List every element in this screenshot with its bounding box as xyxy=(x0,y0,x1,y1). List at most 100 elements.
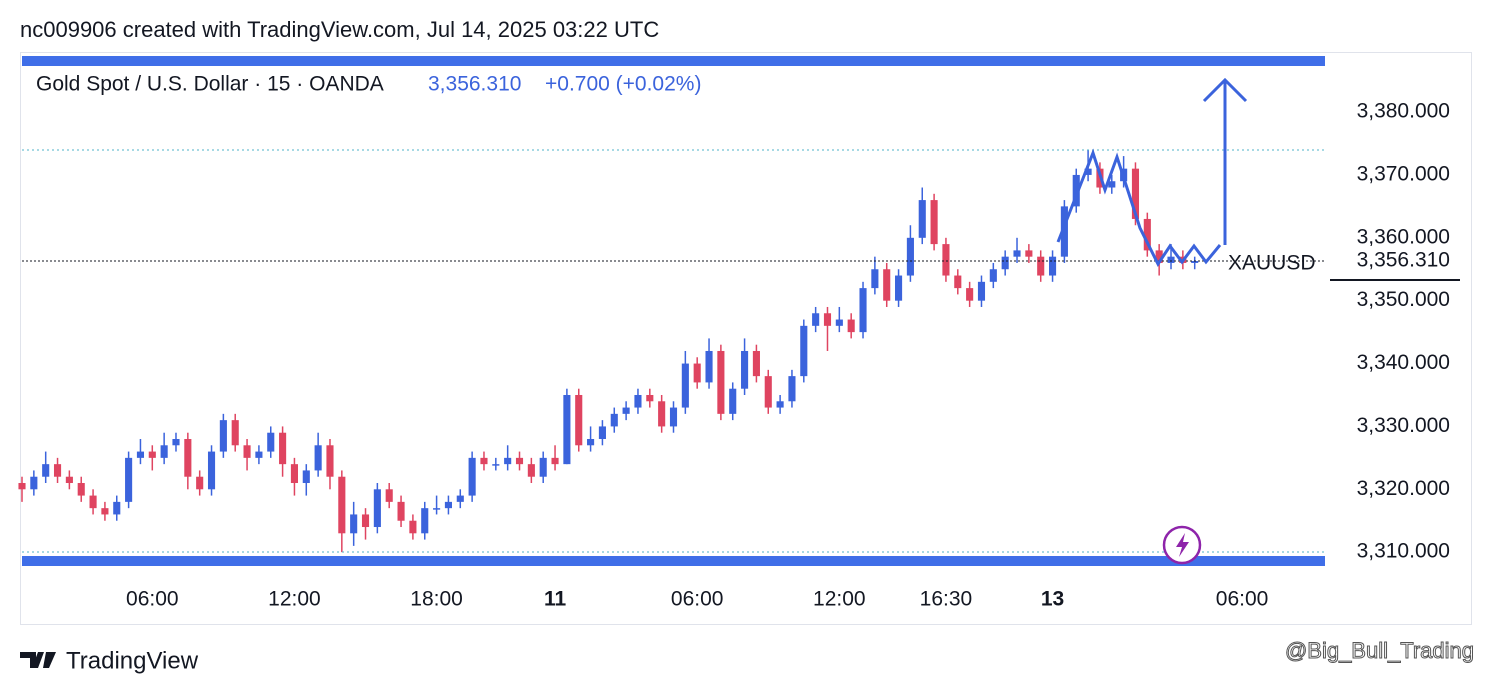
candle-body xyxy=(717,350,725,414)
candle-body xyxy=(196,476,204,490)
watermark: @Big_Bull_Trading xyxy=(1285,638,1474,663)
candle-body xyxy=(160,445,168,458)
candle-body xyxy=(1049,256,1057,276)
bottom-band xyxy=(22,556,1325,566)
y-tick-label: 3,350.000 xyxy=(1357,288,1450,311)
candle-body xyxy=(989,269,997,282)
candle-body xyxy=(53,464,62,477)
candle-body xyxy=(421,508,429,534)
header: nc009906 created with TradingView.com, J… xyxy=(20,17,659,42)
legend-bg xyxy=(22,70,742,100)
arrow-head xyxy=(1202,77,1248,103)
candle-body xyxy=(681,363,689,408)
candle-body xyxy=(1108,181,1116,188)
candle-body xyxy=(30,476,38,490)
y-tick-label: 3,370.000 xyxy=(1357,162,1450,185)
candle-body xyxy=(930,200,938,245)
candle-body xyxy=(290,464,298,484)
candle-body xyxy=(113,501,121,515)
candle-body xyxy=(243,445,251,458)
candle-body xyxy=(954,275,962,289)
candle-body xyxy=(918,200,926,238)
x-tick-label: 06:00 xyxy=(671,588,724,611)
candle-body xyxy=(883,269,891,301)
candle-body xyxy=(125,457,133,502)
candle-body xyxy=(385,489,393,502)
candle-body xyxy=(65,476,73,484)
candle-body xyxy=(622,407,630,414)
candle-body xyxy=(575,394,583,446)
candle-body xyxy=(1191,261,1199,263)
projection-path xyxy=(1056,148,1222,267)
x-tick-label: 12:00 xyxy=(813,588,866,611)
candle-body xyxy=(1060,206,1068,257)
brand: TradingView xyxy=(66,647,199,674)
candle-body xyxy=(279,432,287,465)
candle-body xyxy=(741,350,749,389)
candle-body xyxy=(859,288,867,333)
candle-body xyxy=(504,457,512,465)
candle-body xyxy=(847,319,855,333)
candle-body xyxy=(1013,250,1021,257)
candle-body xyxy=(977,281,986,301)
brand-logo xyxy=(20,652,56,668)
candle-body xyxy=(942,244,950,276)
y-tick-label: 3,320.000 xyxy=(1357,477,1450,500)
candle-body xyxy=(1167,256,1175,263)
x-tick-label: 16:30 xyxy=(920,588,973,611)
candle-body xyxy=(1025,250,1033,257)
candle-body xyxy=(231,420,239,446)
candle-body xyxy=(693,363,701,383)
candle-body xyxy=(480,457,488,465)
candle-body xyxy=(1155,250,1163,263)
candle-body xyxy=(444,501,452,509)
candle-body xyxy=(587,439,595,446)
candle-body xyxy=(764,376,772,408)
candle-body xyxy=(669,407,678,427)
x-tick-label: 06:00 xyxy=(126,588,179,611)
candle-body xyxy=(776,401,784,408)
candle-body xyxy=(515,457,524,465)
candle-body xyxy=(823,313,832,326)
candle-body xyxy=(1037,256,1045,276)
candle-body xyxy=(89,495,97,509)
candle-body xyxy=(1131,168,1140,219)
candle-body xyxy=(433,508,441,510)
candle-body xyxy=(338,476,346,534)
candle-body xyxy=(539,457,547,477)
y-tick-label: 3,310.000 xyxy=(1357,540,1450,563)
candle-body xyxy=(326,445,334,477)
candle-body xyxy=(302,470,310,484)
candle-body xyxy=(1072,174,1080,207)
candle-body xyxy=(646,394,654,402)
candle-body xyxy=(895,275,903,301)
candle-body xyxy=(373,489,381,528)
candle-body xyxy=(1143,218,1151,251)
candle-body xyxy=(219,420,227,452)
x-tick-label: 11 xyxy=(544,588,567,611)
candle-body xyxy=(563,394,571,465)
candle-body xyxy=(610,413,618,427)
symbol-title: Gold Spot / U.S. Dollar · 15 · OANDA xyxy=(36,73,384,96)
candle-body xyxy=(551,457,559,465)
candle-body xyxy=(267,432,275,452)
candle-body xyxy=(409,520,417,534)
candle-body xyxy=(172,439,180,446)
candle-body xyxy=(456,495,464,502)
candle-body xyxy=(598,426,606,439)
candle-body xyxy=(77,483,85,496)
lightning xyxy=(1176,533,1189,557)
candle-body xyxy=(835,319,843,326)
candle-body xyxy=(468,457,476,496)
symbol-label: XAUUSD xyxy=(1228,252,1316,275)
candle-body xyxy=(361,514,370,528)
candle-body xyxy=(788,376,796,402)
candle-body xyxy=(658,401,666,427)
legend-price: 3,356.310 xyxy=(428,73,521,96)
candle-body xyxy=(207,451,216,490)
candle-body xyxy=(101,508,109,515)
legend-change: +0.700 (+0.02%) xyxy=(545,73,701,96)
candle-body xyxy=(314,445,322,471)
candle-body xyxy=(1001,256,1009,270)
